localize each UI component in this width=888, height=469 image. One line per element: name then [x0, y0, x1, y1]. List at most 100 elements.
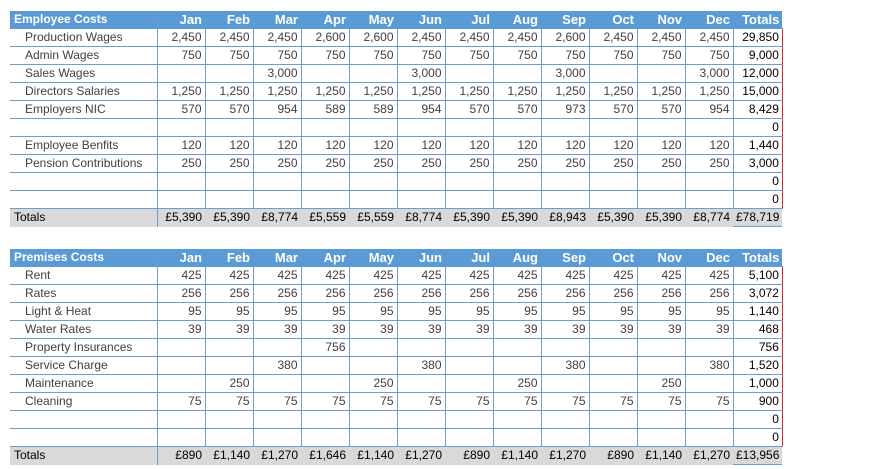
cell[interactable]: 95: [157, 302, 206, 321]
cell[interactable]: [637, 356, 686, 375]
cell[interactable]: [397, 374, 446, 393]
cell[interactable]: [493, 172, 542, 191]
cell[interactable]: 75: [493, 392, 542, 411]
row-label[interactable]: [10, 118, 158, 137]
cell[interactable]: 954: [685, 100, 734, 119]
row-label[interactable]: Light & Heat: [10, 302, 158, 321]
cell[interactable]: 954: [397, 100, 446, 119]
cell[interactable]: 954: [253, 100, 302, 119]
cell[interactable]: [253, 118, 302, 137]
row-total-cell[interactable]: 0: [733, 172, 783, 191]
row-total-cell[interactable]: 9,000: [733, 46, 783, 65]
cell[interactable]: 256: [397, 284, 446, 303]
cell[interactable]: 3,000: [253, 64, 302, 83]
cell[interactable]: [589, 64, 638, 83]
month-total-cell[interactable]: £5,390: [157, 208, 205, 227]
cell[interactable]: [541, 410, 590, 429]
month-total-cell[interactable]: £1,140: [637, 446, 685, 465]
cell[interactable]: [685, 410, 734, 429]
cell[interactable]: 250: [541, 154, 590, 173]
month-total-cell[interactable]: £1,270: [685, 446, 733, 465]
row-label[interactable]: [10, 190, 158, 209]
cell[interactable]: [349, 64, 398, 83]
month-total-cell[interactable]: £5,559: [301, 208, 349, 227]
row-label[interactable]: Service Charge: [10, 356, 158, 375]
cell[interactable]: 750: [493, 46, 542, 65]
cell[interactable]: 39: [157, 320, 206, 339]
cell[interactable]: [493, 64, 542, 83]
cell[interactable]: 75: [685, 392, 734, 411]
cell[interactable]: 750: [637, 46, 686, 65]
cell[interactable]: 1,250: [205, 82, 254, 101]
cell[interactable]: 1,250: [589, 82, 638, 101]
row-total-cell[interactable]: 12,000: [733, 64, 783, 83]
cell[interactable]: 120: [445, 136, 494, 155]
cell[interactable]: 750: [253, 46, 302, 65]
cell[interactable]: [445, 172, 494, 191]
cell[interactable]: [157, 172, 206, 191]
cell[interactable]: 95: [301, 302, 350, 321]
cell[interactable]: 250: [157, 154, 206, 173]
cell[interactable]: [301, 190, 350, 209]
month-total-cell[interactable]: £8,943: [541, 208, 589, 227]
row-total-cell[interactable]: 900: [733, 392, 783, 411]
cell[interactable]: 425: [637, 266, 686, 285]
cell[interactable]: [445, 356, 494, 375]
cell[interactable]: 1,250: [541, 82, 590, 101]
row-total-cell[interactable]: 29,850: [733, 28, 783, 47]
cell[interactable]: 120: [637, 136, 686, 155]
cell[interactable]: 1,250: [157, 82, 206, 101]
month-total-cell[interactable]: £890: [589, 446, 637, 465]
row-label[interactable]: [10, 428, 158, 447]
cell[interactable]: [589, 190, 638, 209]
cell[interactable]: [157, 190, 206, 209]
row-label[interactable]: Rent: [10, 266, 158, 285]
cell[interactable]: 750: [157, 46, 206, 65]
row-total-cell[interactable]: 468: [733, 320, 783, 339]
month-total-cell[interactable]: £5,390: [589, 208, 637, 227]
cell[interactable]: 250: [685, 154, 734, 173]
cell[interactable]: 39: [493, 320, 542, 339]
cell[interactable]: 250: [205, 154, 254, 173]
cell[interactable]: 39: [589, 320, 638, 339]
cell[interactable]: [445, 338, 494, 357]
cell[interactable]: 250: [445, 154, 494, 173]
cell[interactable]: 95: [637, 302, 686, 321]
cell[interactable]: 570: [493, 100, 542, 119]
month-total-cell[interactable]: £5,390: [637, 208, 685, 227]
cell[interactable]: 570: [637, 100, 686, 119]
cell[interactable]: 256: [205, 284, 254, 303]
cell[interactable]: 425: [541, 266, 590, 285]
cell[interactable]: [589, 410, 638, 429]
month-total-cell[interactable]: £1,646: [301, 446, 349, 465]
cell[interactable]: 750: [205, 46, 254, 65]
cell[interactable]: [349, 410, 398, 429]
cell[interactable]: 250: [637, 374, 686, 393]
month-total-cell[interactable]: £8,774: [397, 208, 445, 227]
row-total-cell[interactable]: 8,429: [733, 100, 783, 119]
row-label[interactable]: Production Wages: [10, 28, 158, 47]
cell[interactable]: 750: [301, 46, 350, 65]
cell[interactable]: 756: [301, 338, 350, 357]
cell[interactable]: 75: [157, 392, 206, 411]
cell[interactable]: [349, 428, 398, 447]
cell[interactable]: 2,450: [685, 28, 734, 47]
cell[interactable]: 95: [589, 302, 638, 321]
cell[interactable]: 570: [445, 100, 494, 119]
cell[interactable]: 250: [637, 154, 686, 173]
cell[interactable]: [637, 410, 686, 429]
cell[interactable]: [445, 374, 494, 393]
cell[interactable]: 750: [589, 46, 638, 65]
month-total-cell[interactable]: £1,270: [541, 446, 589, 465]
cell[interactable]: [445, 410, 494, 429]
cell[interactable]: [685, 172, 734, 191]
cell[interactable]: 75: [301, 392, 350, 411]
cell[interactable]: [637, 172, 686, 191]
month-total-cell[interactable]: £5,559: [349, 208, 397, 227]
cell[interactable]: 250: [493, 374, 542, 393]
row-total-cell[interactable]: 1,440: [733, 136, 783, 155]
cell[interactable]: 750: [541, 46, 590, 65]
cell[interactable]: 75: [349, 392, 398, 411]
cell[interactable]: 1,250: [349, 82, 398, 101]
cell[interactable]: 2,450: [637, 28, 686, 47]
